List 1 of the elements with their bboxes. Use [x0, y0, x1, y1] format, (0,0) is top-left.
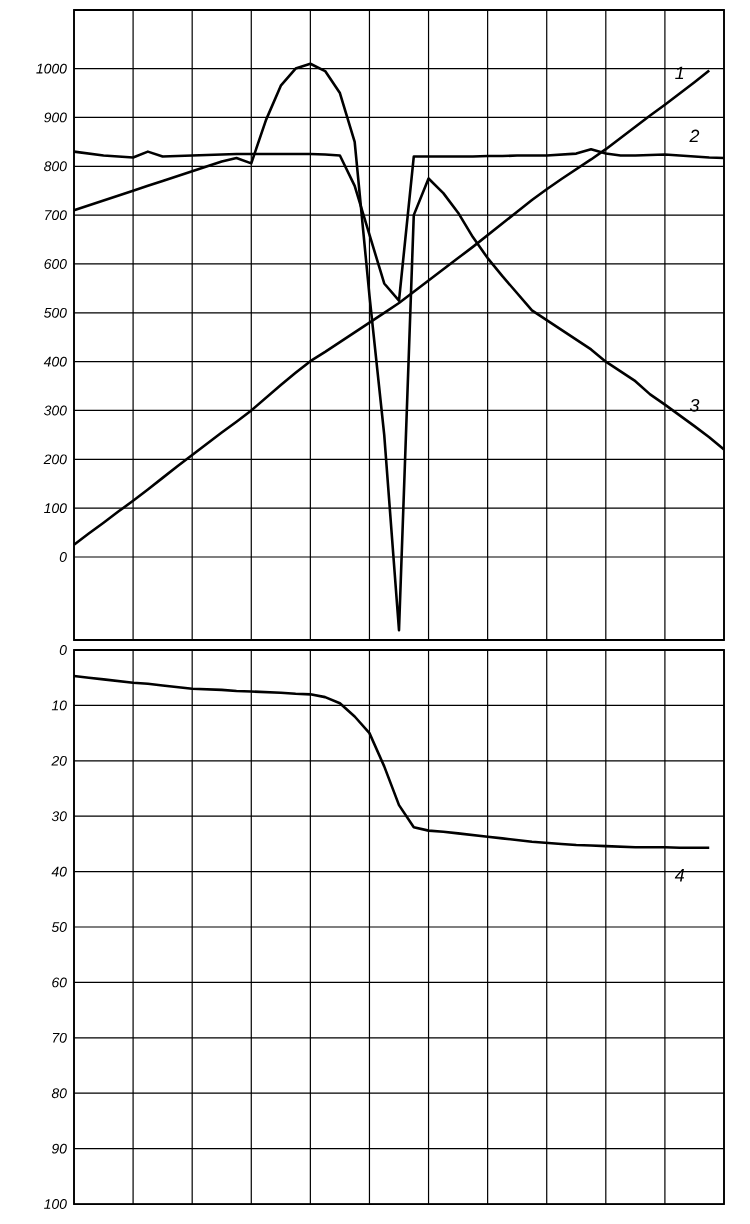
series-label: 2	[689, 129, 700, 143]
